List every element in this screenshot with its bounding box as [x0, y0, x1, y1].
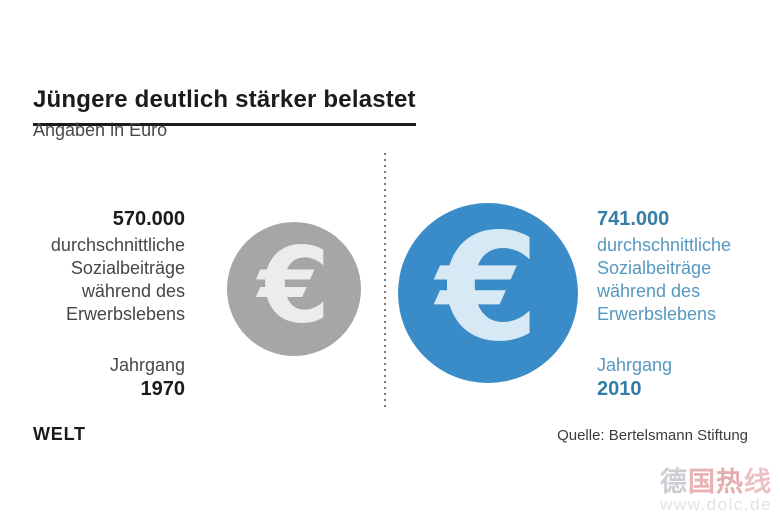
euro-icon: €: [257, 224, 331, 347]
amount-2010: 741.000: [597, 208, 670, 230]
watermark-char: 线: [744, 466, 772, 497]
watermark-char: 国: [688, 466, 716, 497]
cohort-label-2010: Jahrgang: [597, 355, 673, 375]
cohort-year-1970: 1970: [140, 378, 186, 400]
cohort-2010: Jahrgang 2010: [597, 353, 772, 402]
watermark-cjk-text: 德国热线: [660, 468, 772, 496]
welt-logo: WELT: [33, 424, 86, 444]
euro-icon: €: [436, 201, 540, 374]
description-2010: durchschnittliche Sozialbeiträge während…: [597, 235, 732, 324]
amount-1970: 570.000: [112, 208, 185, 230]
cohort-label-1970: Jahrgang: [109, 355, 185, 375]
coin-2010: €: [398, 201, 578, 383]
subtitle-units: Angaben in Euro: [33, 120, 168, 140]
description-1970: durchschnittliche Sozialbeiträge während…: [50, 235, 185, 324]
source-credit: Quelle: Bertelsmann Stiftung: [557, 427, 748, 444]
cohort-2010-text-block: 741.000 durchschnittliche Sozialbeiträge…: [597, 207, 772, 402]
dotted-divider: [384, 153, 386, 407]
coin-1970: €: [227, 222, 361, 356]
watermark-char: 德: [660, 466, 688, 497]
cohort-1970: Jahrgang 1970: [10, 353, 185, 402]
cohort-year-2010: 2010: [597, 378, 642, 400]
page-title: Jüngere deutlich stärker belastet: [33, 86, 416, 127]
watermark: 德国热线 www.dolc.de: [660, 468, 772, 514]
watermark-char: 热: [716, 466, 744, 497]
watermark-url: www.dolc.de: [660, 495, 772, 515]
cohort-1970-text-block: 570.000 durchschnittliche Sozialbeiträge…: [10, 207, 185, 402]
